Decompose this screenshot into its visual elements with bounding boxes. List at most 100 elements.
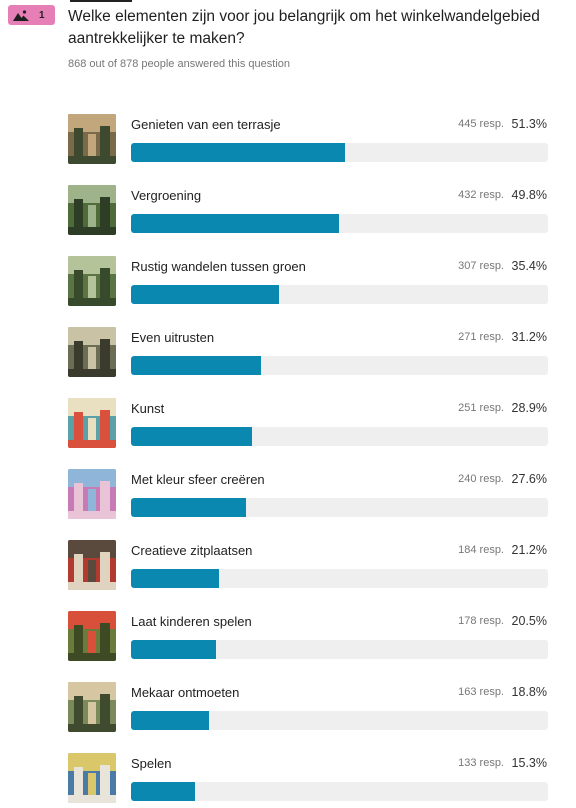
thumbnail-photo bbox=[68, 398, 116, 448]
thumbnail-shape bbox=[74, 625, 83, 655]
option-row: Even uitrusten 271 resp. 31.2% bbox=[68, 327, 548, 377]
option-label: Vergroening bbox=[131, 188, 202, 203]
option-response-count: 184 resp. bbox=[458, 544, 504, 556]
progress-track bbox=[131, 427, 548, 446]
option-percentage: 31.2% bbox=[511, 330, 547, 344]
progress-track bbox=[131, 498, 548, 517]
thumbnail-shape bbox=[74, 199, 83, 229]
thumbnail-shape bbox=[100, 197, 110, 231]
option-response-count: 251 resp. bbox=[458, 402, 504, 414]
progress-fill bbox=[131, 498, 247, 517]
progress-fill bbox=[131, 356, 262, 375]
option-row: Mekaar ontmoeten 163 resp. 18.8% bbox=[68, 682, 548, 732]
thumbnail-shape bbox=[88, 631, 96, 657]
answered-count: 868 out of 878 people answered this ques… bbox=[68, 58, 290, 70]
option-percentage: 28.9% bbox=[511, 401, 547, 415]
option-label: Laat kinderen spelen bbox=[131, 614, 252, 629]
progress-track bbox=[131, 782, 548, 801]
option-label: Met kleur sfeer creëren bbox=[131, 472, 265, 487]
option-label: Rustig wandelen tussen groen bbox=[131, 259, 306, 274]
thumbnail-photo bbox=[68, 682, 116, 732]
thumbnail-shape bbox=[100, 694, 110, 728]
progress-fill bbox=[131, 711, 210, 730]
progress-fill bbox=[131, 427, 252, 446]
option-response-count: 240 resp. bbox=[458, 473, 504, 485]
option-percentage: 35.4% bbox=[511, 259, 547, 273]
option-thumbnail bbox=[68, 540, 116, 590]
thumbnail-shape bbox=[74, 483, 83, 513]
progress-track bbox=[131, 143, 548, 162]
thumbnail-photo bbox=[68, 753, 116, 803]
option-response-count: 307 resp. bbox=[458, 260, 504, 272]
thumbnail-shape bbox=[74, 128, 83, 158]
option-thumbnail bbox=[68, 185, 116, 235]
progress-track bbox=[131, 285, 548, 304]
option-thumbnail bbox=[68, 682, 116, 732]
thumbnail-shape bbox=[88, 418, 96, 444]
thumbnail-shape bbox=[100, 552, 110, 586]
thumbnail-photo bbox=[68, 185, 116, 235]
option-label: Kunst bbox=[131, 401, 165, 416]
option-response-count: 133 resp. bbox=[458, 757, 504, 769]
thumbnail-shape bbox=[68, 440, 116, 448]
progress-fill bbox=[131, 640, 217, 659]
thumbnail-shape bbox=[100, 410, 110, 444]
option-thumbnail bbox=[68, 114, 116, 164]
thumbnail-shape bbox=[100, 268, 110, 302]
option-thumbnail bbox=[68, 753, 116, 803]
thumbnail-shape bbox=[88, 560, 96, 586]
question-title: Welke elementen zijn voor jou belangrijk… bbox=[68, 8, 540, 47]
option-percentage: 51.3% bbox=[511, 117, 547, 131]
thumbnail-photo bbox=[68, 540, 116, 590]
option-row: Genieten van een terrasje 445 resp. 51.3% bbox=[68, 114, 548, 164]
thumbnail-shape bbox=[88, 773, 96, 799]
progress-track bbox=[131, 356, 548, 375]
thumbnail-shape bbox=[74, 341, 83, 371]
thumbnail-shape bbox=[100, 623, 110, 657]
progress-fill bbox=[131, 143, 345, 162]
thumbnail-shape bbox=[68, 795, 116, 803]
option-row: Rustig wandelen tussen groen 307 resp. 35.… bbox=[68, 256, 548, 306]
question-number: 1 bbox=[39, 9, 45, 21]
thumbnail-shape bbox=[68, 227, 116, 235]
option-row: Kunst 251 resp. 28.9% bbox=[68, 398, 548, 448]
thumbnail-shape bbox=[68, 653, 116, 661]
thumbnail-shape bbox=[100, 339, 110, 373]
option-row: Vergroening 432 resp. 49.8% bbox=[68, 185, 548, 235]
thumbnail-shape bbox=[88, 276, 96, 302]
thumbnail-shape bbox=[68, 724, 116, 732]
option-row: Spelen 133 resp. 15.3% bbox=[68, 753, 548, 803]
option-thumbnail bbox=[68, 469, 116, 519]
thumbnail-photo bbox=[68, 327, 116, 377]
progress-track bbox=[131, 711, 548, 730]
thumbnail-shape bbox=[100, 126, 110, 160]
image-icon bbox=[13, 10, 29, 21]
option-response-count: 271 resp. bbox=[458, 331, 504, 343]
thumbnail-shape bbox=[88, 489, 96, 515]
thumbnail-shape bbox=[74, 696, 83, 726]
progress-track bbox=[131, 214, 548, 233]
thumbnail-shape bbox=[68, 156, 116, 164]
thumbnail-shape bbox=[68, 511, 116, 519]
option-percentage: 49.8% bbox=[511, 188, 547, 202]
option-label: Creatieve zitplaatsen bbox=[131, 543, 253, 558]
thumbnail-photo bbox=[68, 469, 116, 519]
option-response-count: 178 resp. bbox=[458, 615, 504, 627]
option-label: Even uitrusten bbox=[131, 330, 215, 345]
thumbnail-shape bbox=[88, 702, 96, 728]
progress-fill bbox=[131, 285, 279, 304]
thumbnail-shape bbox=[74, 412, 83, 442]
option-percentage: 27.6% bbox=[511, 472, 547, 486]
option-response-count: 445 resp. bbox=[458, 118, 504, 130]
option-thumbnail bbox=[68, 327, 116, 377]
progress-fill bbox=[131, 782, 195, 801]
option-row: Creatieve zitplaatsen 184 resp. 21.2% bbox=[68, 540, 548, 590]
option-percentage: 18.8% bbox=[511, 685, 547, 699]
option-row: Laat kinderen spelen 178 resp. 20.5% bbox=[68, 611, 548, 661]
thumbnail-photo bbox=[68, 256, 116, 306]
thumbnail-shape bbox=[74, 270, 83, 300]
thumbnail-shape bbox=[88, 134, 96, 160]
thumbnail-photo bbox=[68, 611, 116, 661]
option-thumbnail bbox=[68, 611, 116, 661]
thumbnail-shape bbox=[88, 347, 96, 373]
